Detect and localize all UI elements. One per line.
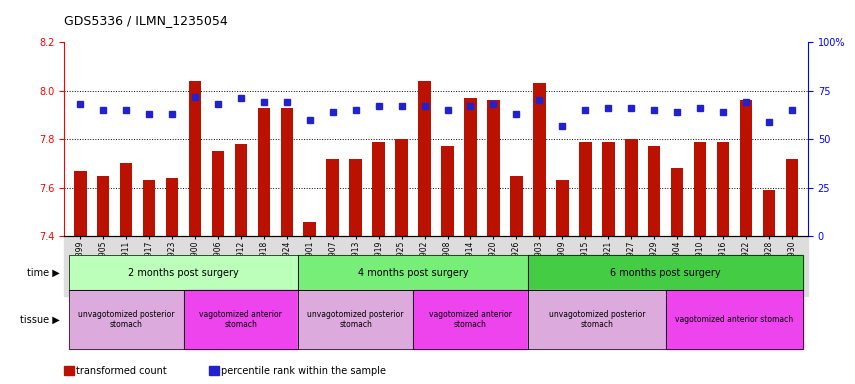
Text: vagotomized anterior stomach: vagotomized anterior stomach [675, 315, 793, 324]
Bar [304, 222, 316, 384]
Bar [786, 159, 799, 384]
Bar [97, 175, 109, 384]
Bar [487, 101, 500, 384]
Bar [693, 142, 706, 384]
Bar [74, 171, 86, 384]
Text: transformed count: transformed count [76, 366, 167, 376]
Bar [143, 180, 156, 384]
Text: percentile rank within the sample: percentile rank within the sample [221, 366, 386, 376]
Bar [166, 178, 179, 384]
Bar [648, 146, 660, 384]
Bar [510, 175, 522, 384]
Bar [579, 142, 592, 384]
Bar [441, 146, 454, 384]
Text: GDS5336 / ILMN_1235054: GDS5336 / ILMN_1235054 [64, 14, 228, 27]
Text: unvagotomized posterior
stomach: unvagotomized posterior stomach [549, 310, 645, 329]
Bar [602, 142, 615, 384]
Bar [372, 142, 385, 384]
Bar [350, 159, 362, 384]
Text: tissue ▶: tissue ▶ [21, 314, 60, 325]
Bar [327, 159, 339, 384]
Text: unvagotomized posterior
stomach: unvagotomized posterior stomach [308, 310, 404, 329]
Bar [280, 108, 293, 384]
Bar [120, 164, 133, 384]
Bar [212, 151, 224, 384]
Bar [556, 180, 569, 384]
Text: vagotomized anterior
stomach: vagotomized anterior stomach [429, 310, 512, 329]
Text: 6 months post surgery: 6 months post surgery [610, 268, 721, 278]
Text: 2 months post surgery: 2 months post surgery [128, 268, 239, 278]
Bar [257, 108, 270, 384]
Bar [740, 101, 752, 384]
Bar [625, 139, 638, 384]
Bar [533, 83, 545, 384]
Text: 4 months post surgery: 4 months post surgery [357, 268, 469, 278]
Bar [763, 190, 775, 384]
Bar [671, 168, 683, 384]
Text: unvagotomized posterior
stomach: unvagotomized posterior stomach [78, 310, 174, 329]
Bar [716, 142, 729, 384]
Text: vagotomized anterior
stomach: vagotomized anterior stomach [199, 310, 282, 329]
Bar [464, 98, 477, 384]
Bar [395, 139, 408, 384]
Bar [234, 144, 247, 384]
Text: time ▶: time ▶ [27, 268, 60, 278]
Bar [418, 81, 431, 384]
Bar [189, 81, 201, 384]
